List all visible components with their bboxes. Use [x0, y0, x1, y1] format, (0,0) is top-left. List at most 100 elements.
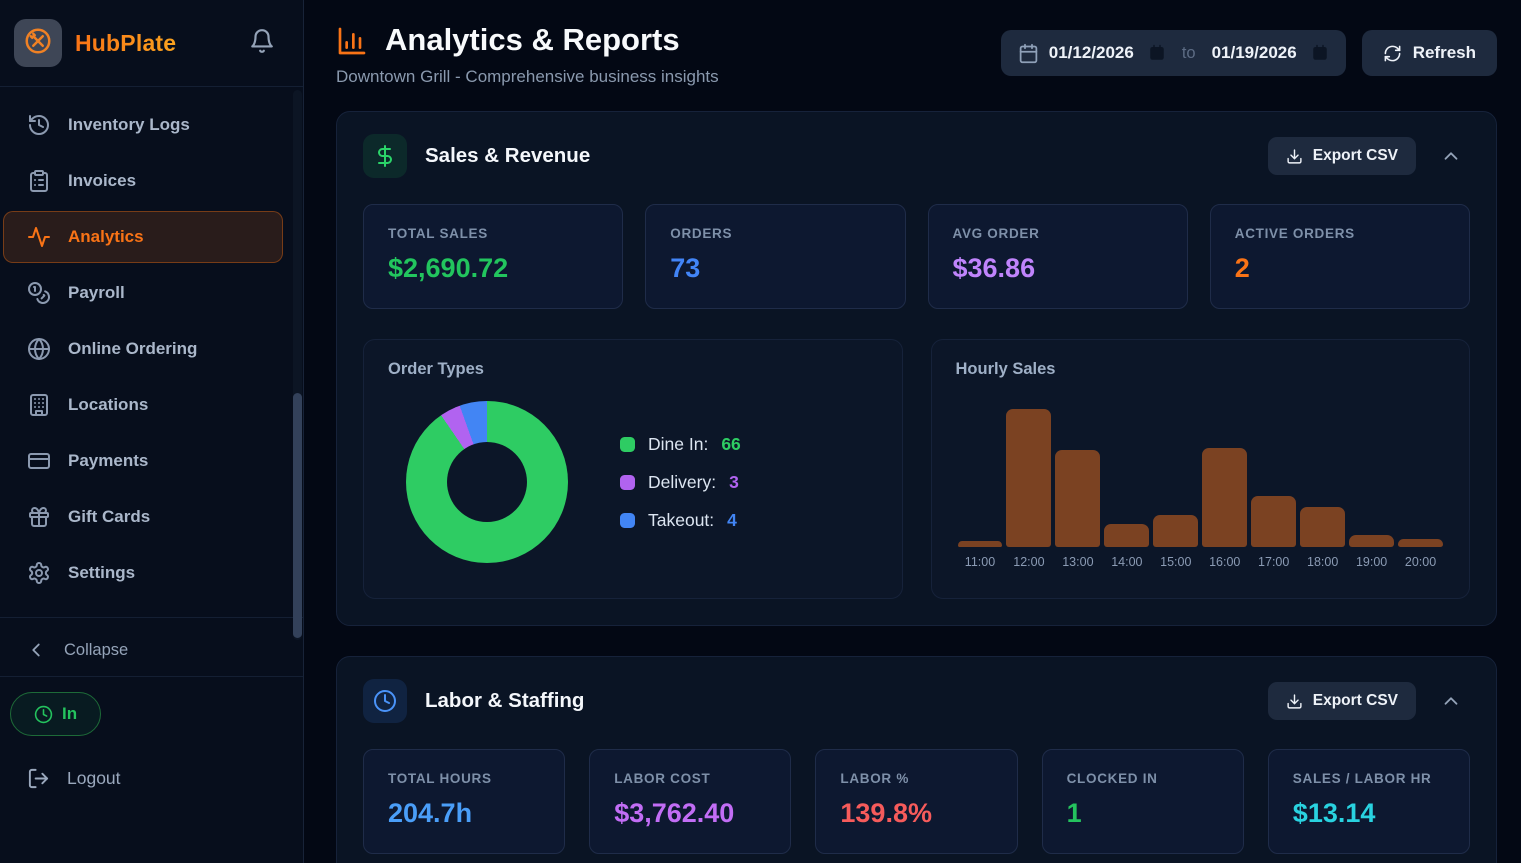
sidebar-item-payments[interactable]: Payments — [3, 435, 283, 487]
credit-card-icon — [27, 449, 51, 473]
legend-dot-icon — [620, 474, 635, 490]
stat-value: $2,690.72 — [388, 253, 509, 283]
calendar-icon — [1018, 43, 1039, 64]
sidebar-collapse-button[interactable]: Collapse — [0, 624, 303, 676]
sidebar-item-label: Gift Cards — [68, 507, 151, 526]
divider — [0, 617, 303, 618]
bar — [1104, 524, 1150, 547]
bar-slot: 18:00 — [1298, 397, 1347, 569]
section-title: Labor & Staffing — [425, 689, 585, 712]
chart-title: Order Types — [388, 360, 484, 378]
sidebar-item-inventory-logs[interactable]: Inventory Logs — [3, 99, 283, 151]
export-csv-button[interactable]: Export CSV — [1267, 137, 1416, 175]
clock-icon — [34, 705, 53, 724]
stat-value: 1 — [1066, 798, 1082, 828]
coins-icon — [27, 281, 51, 305]
bar-tick-label: 18:00 — [1307, 555, 1339, 569]
sidebar-item-gift-cards[interactable]: Gift Cards — [3, 491, 283, 543]
logout-button[interactable]: Logout — [0, 752, 303, 805]
bar-slot: 15:00 — [1151, 397, 1200, 569]
dollar-icon — [363, 134, 407, 178]
page-header: Analytics & Reports Downtown Grill - Com… — [336, 22, 1497, 87]
sidebar-item-invoices[interactable]: Invoices — [3, 155, 283, 207]
date-to-input[interactable]: 01/19/2026 — [1211, 43, 1297, 62]
bar — [957, 541, 1003, 547]
bar — [1398, 539, 1444, 547]
gear-icon — [27, 561, 51, 585]
sidebar-item-label: Online Ordering — [68, 339, 198, 358]
donut-legend: Dine In: 66 Delivery: 3 Takeout: 4 — [620, 434, 741, 531]
stat-value: 2 — [1234, 253, 1250, 283]
sidebar-item-label: Settings — [68, 563, 136, 582]
bar-tick-label: 12:00 — [1013, 555, 1045, 569]
stat-label: ACTIVE ORDERS — [1234, 226, 1355, 241]
activity-icon — [27, 225, 51, 249]
sidebar-item-online-ordering[interactable]: Online Ordering — [3, 323, 283, 375]
stat-value: $3,762.40 — [614, 798, 735, 828]
notifications-bell-icon[interactable] — [249, 28, 275, 59]
order-types-donut-chart — [406, 401, 568, 563]
bar-slot: 16:00 — [1200, 397, 1249, 569]
sidebar-item-locations[interactable]: Locations — [3, 379, 283, 431]
page-subtitle: Downtown Grill - Comprehensive business … — [336, 67, 719, 86]
sidebar-scrollbar-thumb[interactable] — [293, 393, 302, 638]
sidebar: HubPlate Inventory Logs Invoices Analytics… — [0, 0, 304, 863]
bar-slot: 20:00 — [1396, 397, 1445, 569]
stat-label: LABOR % — [840, 771, 910, 786]
date-picker-icon[interactable] — [1311, 44, 1329, 62]
stat-value: 139.8% — [840, 798, 932, 828]
stat-value: $36.86 — [952, 253, 1036, 283]
bar-chart-icon — [336, 25, 368, 57]
download-icon — [1286, 693, 1303, 710]
bar-tick-label: 11:00 — [964, 555, 996, 569]
sidebar-item-label: Payments — [68, 451, 149, 470]
date-range-control: 01/12/2026 to 01/19/2026 — [1000, 30, 1346, 76]
stat-card: ACTIVE ORDERS 2 — [1209, 204, 1470, 309]
sidebar-header: HubPlate — [0, 0, 303, 87]
legend-dot-icon — [620, 512, 635, 528]
sidebar-item-label: Analytics — [68, 227, 144, 246]
export-csv-button[interactable]: Export CSV — [1267, 682, 1416, 720]
bar — [1055, 450, 1101, 547]
bar — [1006, 409, 1052, 547]
sidebar-item-analytics[interactable]: Analytics — [3, 211, 283, 263]
collapse-label: Collapse — [64, 640, 129, 659]
legend-value: 3 — [729, 471, 739, 492]
date-from-input[interactable]: 01/12/2026 — [1048, 43, 1134, 62]
stat-label: TOTAL SALES — [388, 226, 488, 241]
stat-card: LABOR COST $3,762.40 — [589, 749, 792, 854]
section-collapse-chevron-up-icon[interactable] — [1440, 690, 1462, 712]
hubplate-logo-icon[interactable] — [14, 19, 62, 67]
sidebar-item-label: Invoices — [68, 171, 137, 190]
sidebar-item-payroll[interactable]: Payroll — [3, 267, 283, 319]
sidebar-item-settings[interactable]: Settings — [3, 547, 283, 599]
logout-icon — [27, 767, 50, 790]
main-content: Analytics & Reports Downtown Grill - Com… — [304, 0, 1521, 863]
section-collapse-chevron-up-icon[interactable] — [1440, 145, 1462, 167]
bar-tick-label: 17:00 — [1258, 555, 1290, 569]
bar-tick-label: 13:00 — [1062, 555, 1094, 569]
sales-revenue-section: Sales & Revenue Export CSV TOTAL SALES $2… — [336, 111, 1497, 626]
gift-icon — [27, 505, 51, 529]
clock-status-label: In — [62, 704, 78, 723]
crossed-utensils-icon — [23, 26, 53, 61]
bar-tick-label: 20:00 — [1404, 555, 1437, 569]
stat-card: TOTAL SALES $2,690.72 — [363, 204, 624, 309]
refresh-button[interactable]: Refresh — [1361, 30, 1497, 76]
date-to-label: to — [1181, 43, 1196, 62]
hourly-sales-bar-chart: 11:00 12:00 13:00 14:00 15:00 16:00 17:00 18:00… — [956, 397, 1446, 569]
legend-dot-icon — [620, 436, 635, 452]
bar-tick-label: 15:00 — [1160, 555, 1192, 569]
chart-title: Hourly Sales — [955, 360, 1056, 378]
legend-item: Dine In: 66 — [620, 434, 741, 455]
divider — [0, 676, 303, 677]
stat-card: CLOCKED IN 1 — [1041, 749, 1244, 854]
app-name: HubPlate — [75, 30, 236, 57]
stat-value: $13.14 — [1292, 798, 1376, 828]
clock-icon — [363, 679, 407, 723]
clocked-in-status-pill[interactable]: In — [10, 692, 102, 736]
stat-card: AVG ORDER $36.86 — [927, 204, 1188, 309]
section-title: Sales & Revenue — [425, 144, 591, 167]
date-picker-icon[interactable] — [1148, 44, 1166, 62]
stat-label: TOTAL HOURS — [388, 771, 492, 786]
